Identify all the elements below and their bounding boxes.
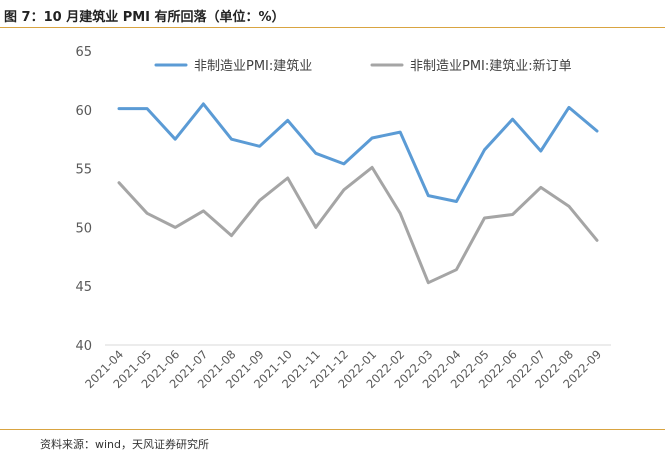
y-tick-label: 40 bbox=[75, 339, 92, 354]
top-divider bbox=[0, 27, 665, 28]
y-tick-label: 55 bbox=[75, 163, 92, 178]
y-tick-label: 60 bbox=[75, 104, 92, 119]
legend-label: 非制造业PMI:建筑业 bbox=[194, 58, 312, 74]
x-axis-ticks: 2021-042021-052021-062021-072021-082021-… bbox=[82, 347, 604, 391]
line-chart: 40 45 50 55 60 65 2021-042021-052021-062021-0… bbox=[75, 45, 611, 391]
y-tick-label: 45 bbox=[75, 280, 92, 295]
figure-source: 资料来源：wind，天风证券研究所 bbox=[40, 438, 210, 451]
series-line bbox=[117, 102, 599, 203]
bottom-divider bbox=[0, 429, 665, 430]
series-line bbox=[117, 165, 599, 285]
y-tick-label: 50 bbox=[75, 221, 92, 236]
figure-title: 图 7：10 月建筑业 PMI 有所回落（单位：%） bbox=[4, 10, 285, 25]
y-tick-label: 65 bbox=[75, 45, 92, 60]
legend: 非制造业PMI:建筑业 非制造业PMI:建筑业:新订单 bbox=[154, 58, 572, 74]
y-axis-ticks: 40 45 50 55 60 65 bbox=[75, 45, 92, 354]
legend-label: 非制造业PMI:建筑业:新订单 bbox=[410, 58, 572, 74]
series-lines bbox=[117, 102, 599, 285]
